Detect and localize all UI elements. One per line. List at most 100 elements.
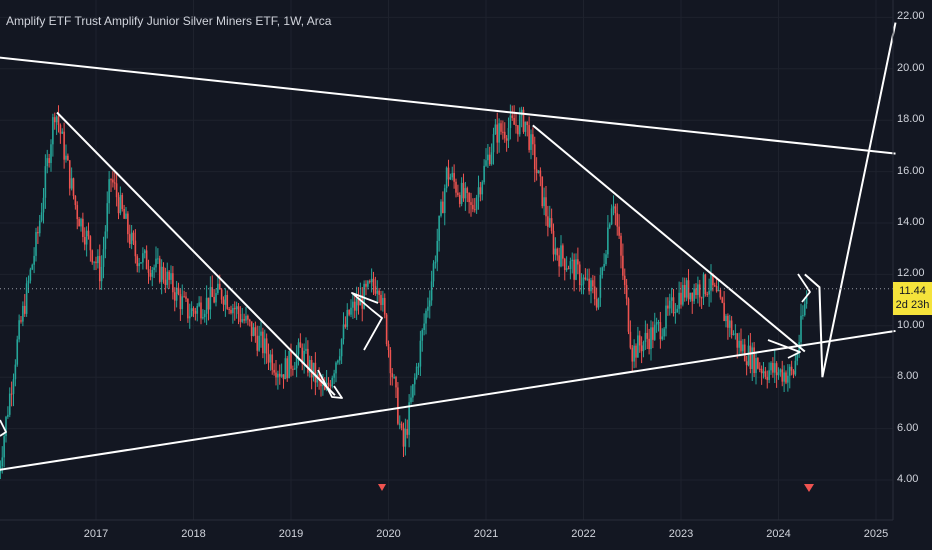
candle-body [278,373,281,377]
candle-body [215,293,217,303]
candle-body [547,216,549,227]
candle [652,321,654,349]
candle [601,266,604,279]
candle [721,296,724,304]
candle [164,267,167,293]
candle-body [777,372,780,376]
candle-body [802,315,804,317]
candle [172,266,174,300]
candle-body [224,295,227,305]
candle [779,368,782,377]
candle [687,269,690,305]
candle [35,227,37,262]
candle-body [85,230,88,245]
candle [203,309,206,323]
candle-body [423,323,425,330]
candle [612,195,615,216]
candle-body [599,275,602,298]
candle-body [537,170,540,174]
candle-body [700,297,703,299]
candle-body [50,144,52,163]
candle-body [592,280,594,287]
candle [48,153,50,168]
candle [374,276,377,296]
candle [468,192,470,214]
candle-body [648,338,650,350]
candle-body [113,182,116,184]
candle-body [52,117,54,145]
candle-body [773,363,776,373]
candle-body [419,340,422,367]
candle [728,314,731,338]
candle [190,301,193,317]
candle [473,198,476,213]
candle-body [783,372,785,382]
candle-body [712,273,714,286]
candle-body [468,192,470,203]
candle [57,105,60,133]
candle-body [588,278,590,292]
candle-body [372,278,375,287]
candle [498,118,500,153]
candle-body [80,218,82,227]
candle-body [151,269,154,277]
candle [513,105,515,125]
candle [638,330,641,353]
candle [329,379,332,390]
candle-body [166,271,169,285]
candle [455,178,457,198]
candle [344,316,347,329]
candle [674,303,677,324]
candle [153,264,155,279]
candle-body [391,373,394,378]
candle-body [550,218,553,231]
candle [361,287,364,322]
candle [380,290,382,311]
candle [267,343,270,370]
candle-body [395,376,397,388]
candle-body [610,208,613,225]
candle-body [254,327,257,336]
candle [50,139,52,172]
candle [573,253,575,292]
candle [702,272,705,305]
candle-body [136,256,139,267]
candle-body [142,253,144,263]
candle-body [415,366,418,378]
candle [117,192,120,220]
candle-body [487,154,489,161]
last-price-value: 11.44 [899,285,926,297]
candle-body [352,301,354,308]
candle [42,187,45,224]
candle [63,122,65,169]
candle-body [687,280,690,300]
candle [502,120,504,140]
candle [503,122,506,143]
candle [781,360,784,387]
candle [415,362,418,380]
candle-body [248,319,251,322]
candle [792,369,795,379]
candle [140,262,142,264]
candle [288,350,290,379]
candle-body [734,333,737,335]
candle-body [539,170,542,177]
candle [670,287,673,314]
candle-body [220,289,223,300]
candle-body [633,345,635,362]
candle-body [612,206,615,209]
candle [359,282,362,306]
candle [627,297,630,335]
candle-body [143,250,146,254]
candle [331,375,334,389]
candle [479,181,482,202]
candle-body [295,354,298,369]
candle-body [434,261,437,264]
candle-body [55,116,58,123]
candle-body [67,155,69,161]
candle [635,343,637,368]
candle-body [393,376,395,378]
candle [734,324,737,340]
